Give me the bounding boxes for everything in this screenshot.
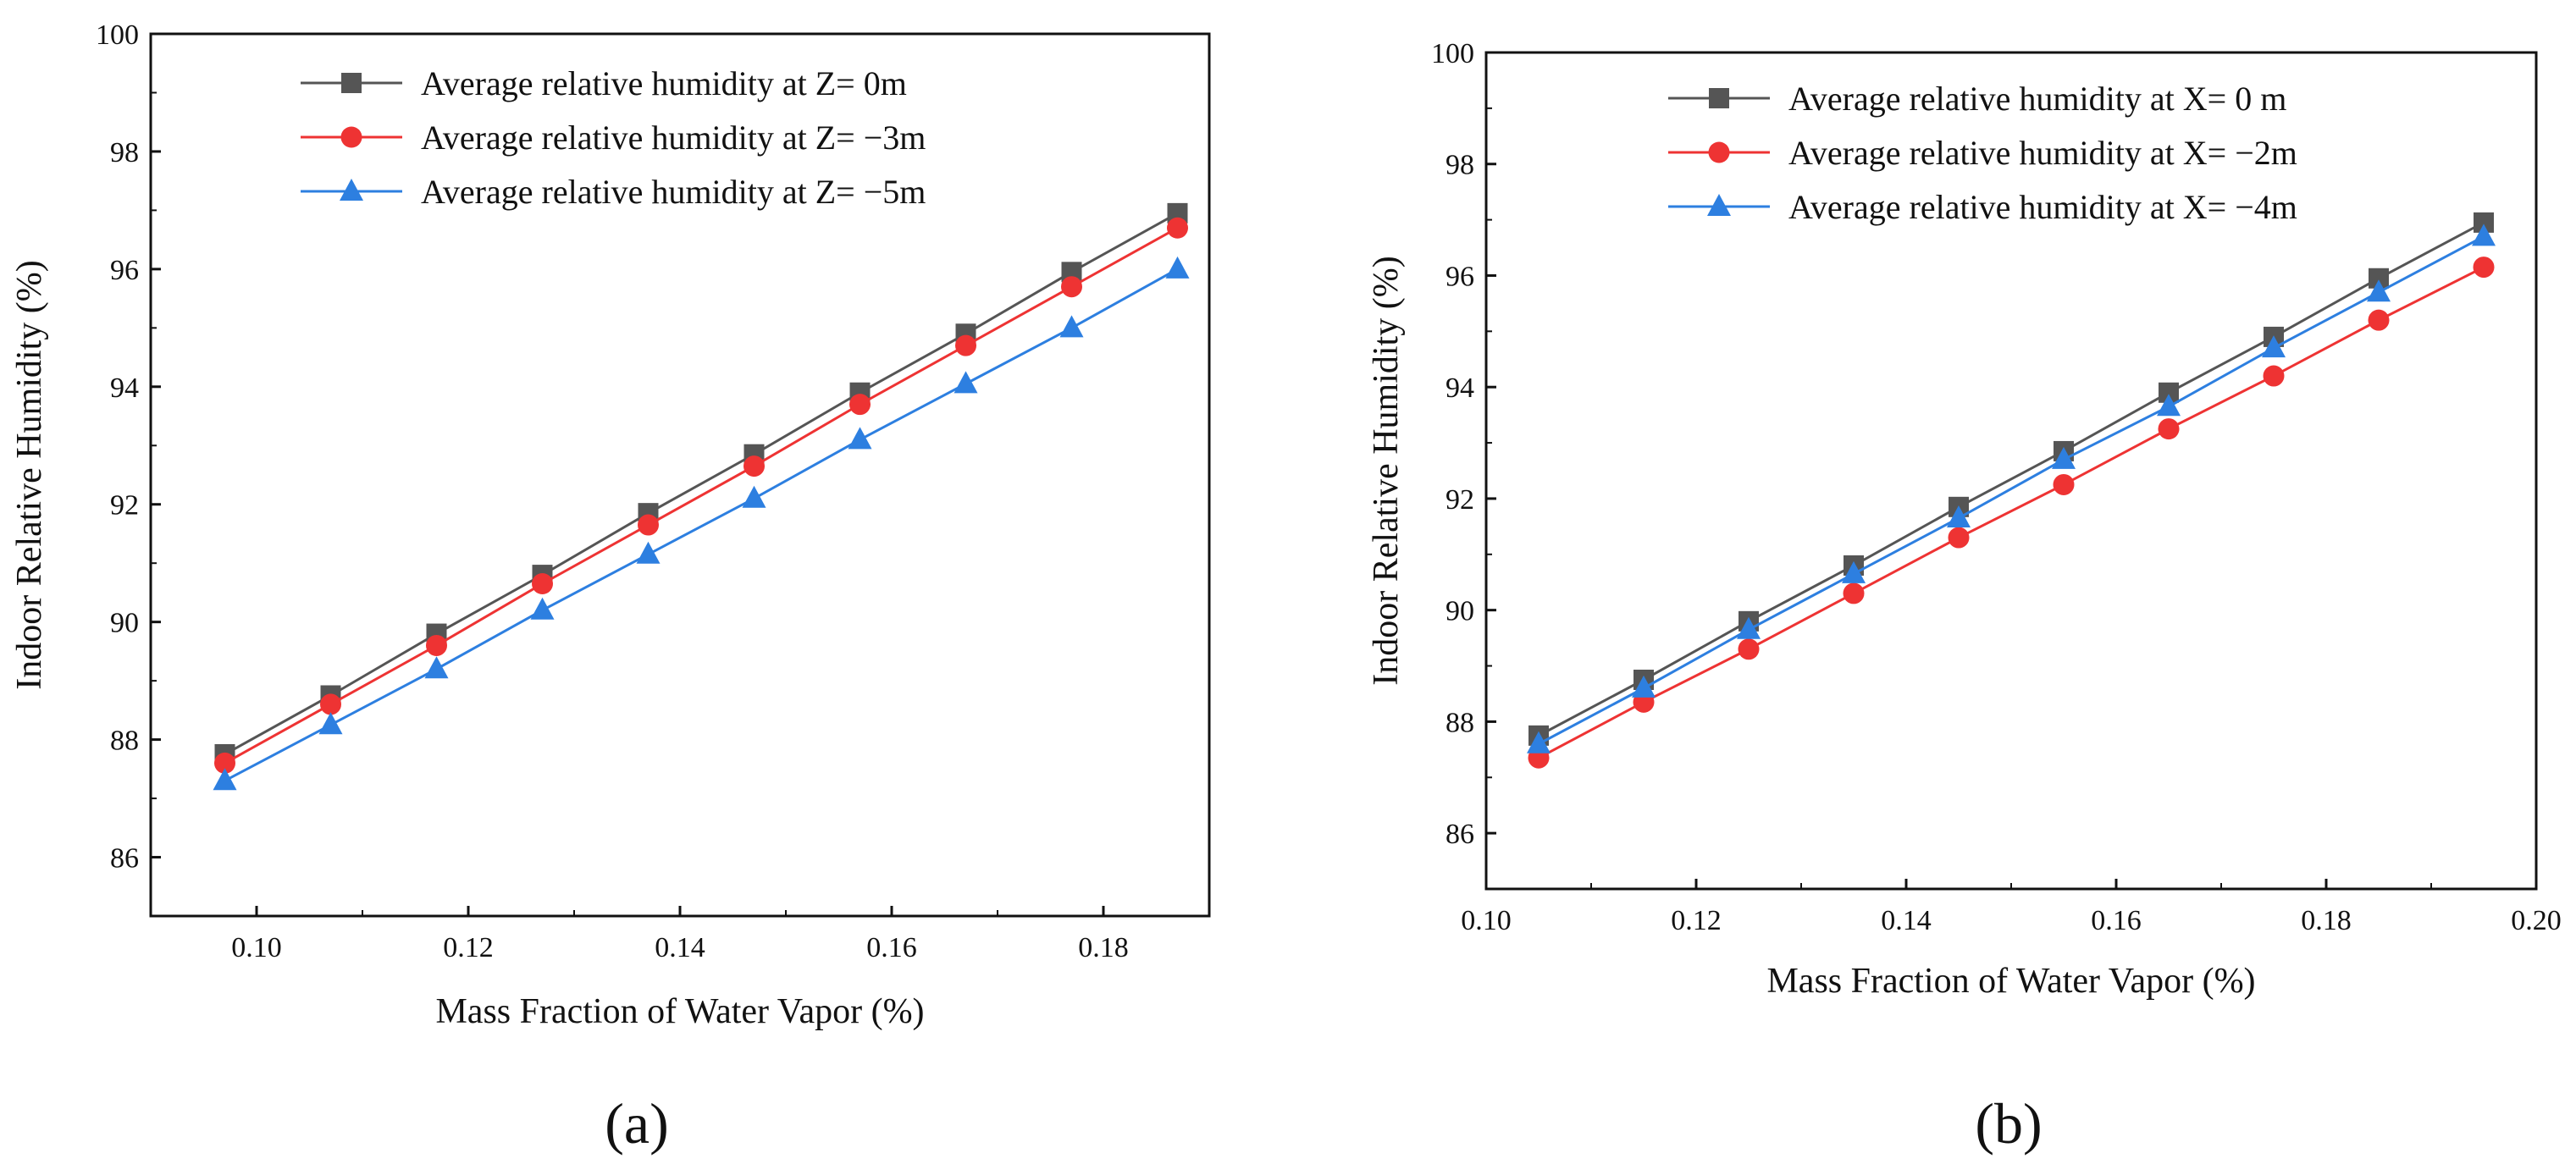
data-point bbox=[2262, 335, 2286, 358]
x-tick-label: 0.10 bbox=[1461, 905, 1512, 936]
data-point bbox=[2473, 257, 2495, 279]
x-tick-label: 0.14 bbox=[1881, 905, 1932, 936]
data-point bbox=[848, 427, 872, 450]
series-line-2 bbox=[1538, 266, 2485, 759]
data-point bbox=[1737, 616, 1761, 639]
data-point bbox=[744, 455, 765, 477]
data-point bbox=[636, 541, 661, 564]
data-point bbox=[1165, 256, 1190, 279]
x-tick-label: 0.10 bbox=[231, 932, 282, 963]
data-point bbox=[1947, 505, 1971, 527]
legend-marker bbox=[340, 126, 362, 148]
data-point bbox=[638, 514, 659, 536]
y-tick-label: 98 bbox=[1446, 150, 1474, 181]
data-point bbox=[530, 597, 555, 620]
panel-label: (b) bbox=[1975, 1091, 2042, 1156]
data-point bbox=[532, 573, 553, 595]
x-tick-label: 0.12 bbox=[443, 932, 494, 963]
data-point bbox=[1059, 315, 1084, 338]
legend-marker bbox=[1707, 194, 1731, 216]
y-tick-label: 94 bbox=[110, 373, 139, 404]
chart-panel-b: 86 88 90 92 94 96 98 100 0.10 0.12 0.14 0.16 0.18 0.2… bbox=[1367, 38, 2562, 1156]
legend-marker bbox=[341, 73, 362, 93]
legend-marker bbox=[340, 179, 363, 201]
data-point bbox=[1843, 582, 1865, 604]
data-point bbox=[1527, 731, 1551, 753]
data-point bbox=[742, 485, 766, 508]
x-tick-label: 0.20 bbox=[2511, 905, 2562, 936]
series-line-1 bbox=[224, 212, 1179, 756]
x-tick-label: 0.16 bbox=[2091, 905, 2142, 936]
y-tick-label: 100 bbox=[96, 19, 139, 51]
y-tick-label: 92 bbox=[110, 490, 139, 522]
x-tick-label: 0.18 bbox=[1078, 932, 1129, 963]
plot-frame bbox=[149, 32, 1211, 918]
data-point bbox=[2263, 365, 2285, 387]
data-point bbox=[2158, 418, 2180, 440]
data-point bbox=[2052, 446, 2076, 469]
x-tick-label: 0.14 bbox=[655, 932, 705, 963]
data-point bbox=[2474, 212, 2494, 233]
data-point bbox=[955, 334, 976, 356]
data-point bbox=[1738, 638, 1760, 660]
chart-panel-a: 86 88 90 92 94 96 98 100 0.10 0.12 0.14 0.16 0.18 Mas… bbox=[10, 19, 1211, 1156]
series-line-3 bbox=[224, 268, 1179, 782]
y-tick-label: 100 bbox=[1431, 38, 1474, 69]
data-point bbox=[1061, 276, 1082, 298]
y-axis-title: Indoor Relative Humidity (%) bbox=[1367, 256, 1406, 685]
data-point bbox=[424, 656, 449, 679]
y-tick-label: 96 bbox=[1446, 261, 1474, 292]
y-tick-label: 88 bbox=[1446, 707, 1474, 738]
y-tick-label: 98 bbox=[110, 137, 139, 168]
data-point bbox=[954, 371, 978, 394]
x-axis-title: Mass Fraction of Water Vapor (%) bbox=[1766, 962, 2255, 1001]
data-point bbox=[2157, 394, 2181, 417]
data-point bbox=[2053, 473, 2075, 495]
data-point bbox=[1167, 217, 1188, 239]
series-line-3 bbox=[1538, 235, 2485, 746]
legend-marker bbox=[1709, 88, 1729, 108]
y-tick-label: 90 bbox=[1446, 596, 1474, 627]
x-tick-label: 0.18 bbox=[2301, 905, 2352, 936]
legend-label: Average relative humidity at Z= −5m bbox=[421, 173, 926, 211]
data-point bbox=[318, 712, 343, 735]
legend-marker bbox=[1708, 141, 1730, 163]
y-tick-label: 88 bbox=[110, 726, 139, 757]
data-point bbox=[214, 752, 235, 774]
data-point bbox=[1632, 675, 1656, 698]
panel-label: (a) bbox=[605, 1091, 668, 1156]
data-point bbox=[1948, 527, 1970, 549]
legend-label: Average relative humidity at X= −2m bbox=[1788, 134, 2297, 172]
y-tick-label: 90 bbox=[110, 608, 139, 639]
y-tick-label: 94 bbox=[1446, 373, 1474, 404]
data-point bbox=[213, 768, 237, 791]
plot-frame bbox=[1484, 51, 2538, 891]
data-point bbox=[2367, 279, 2391, 302]
x-tick-label: 0.16 bbox=[866, 932, 917, 963]
legend-label: Average relative humidity at Z= 0m bbox=[421, 64, 907, 102]
legend-label: Average relative humidity at X= −4m bbox=[1788, 188, 2297, 226]
data-point bbox=[320, 693, 341, 715]
y-tick-label: 92 bbox=[1446, 484, 1474, 516]
data-point bbox=[426, 634, 447, 656]
x-tick-label: 0.12 bbox=[1671, 905, 1722, 936]
data-point bbox=[849, 394, 871, 416]
series-line-1 bbox=[1538, 221, 2485, 737]
data-point bbox=[1842, 560, 1866, 583]
y-tick-label: 86 bbox=[1446, 819, 1474, 850]
x-axis-title: Mass Fraction of Water Vapor (%) bbox=[435, 992, 924, 1031]
y-axis-title: Indoor Relative Humidity (%) bbox=[10, 260, 49, 689]
data-point bbox=[2472, 224, 2496, 246]
legend-label: Average relative humidity at X= 0 m bbox=[1788, 80, 2286, 118]
series-line-2 bbox=[224, 226, 1179, 764]
legend-label: Average relative humidity at Z= −3m bbox=[421, 119, 926, 157]
y-tick-label: 96 bbox=[110, 255, 139, 286]
data-point bbox=[2368, 309, 2390, 331]
y-tick-label: 86 bbox=[110, 843, 139, 875]
